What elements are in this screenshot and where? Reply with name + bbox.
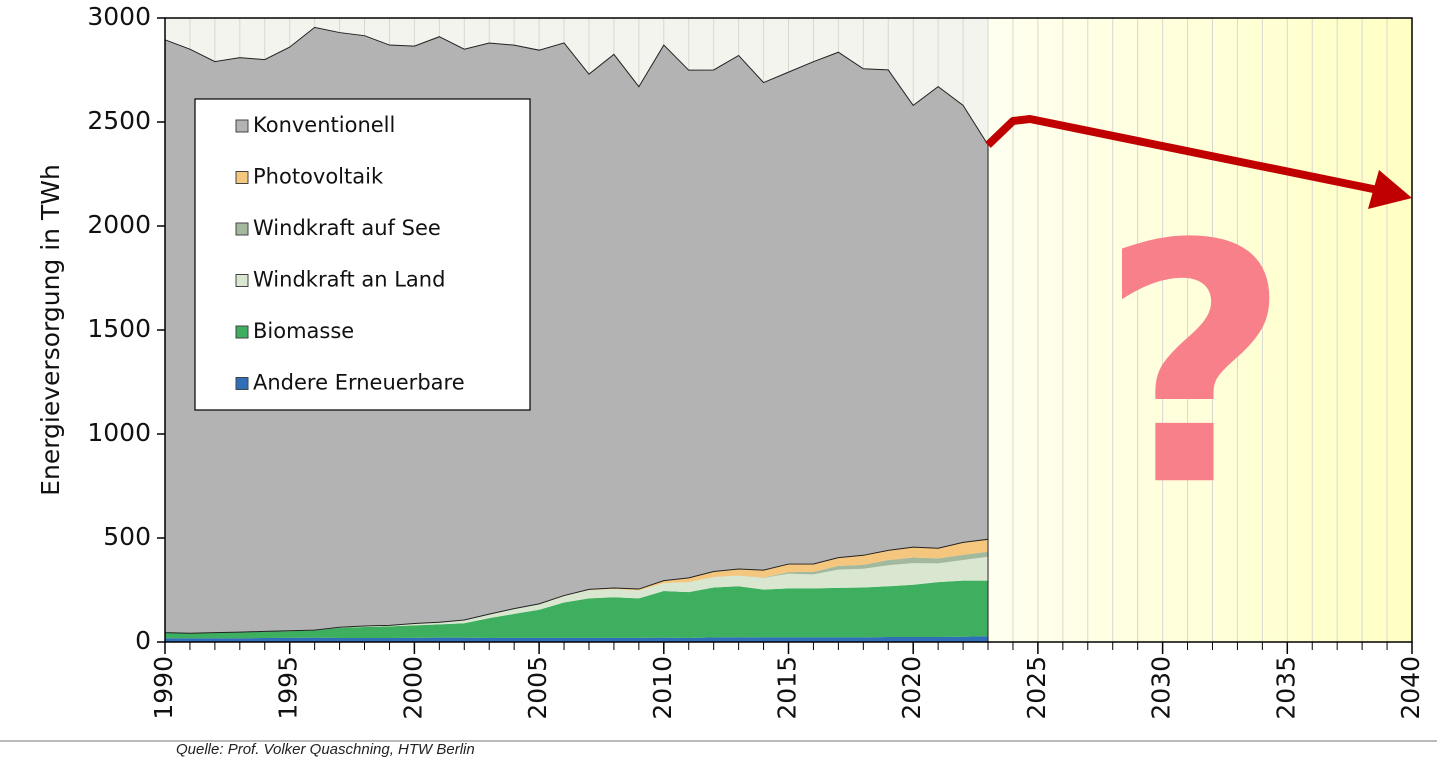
legend-label: Konventionell	[253, 113, 395, 137]
x-tick-label: 2030	[1147, 656, 1176, 720]
area	[165, 580, 989, 639]
x-tick-label: 2010	[648, 656, 677, 720]
legend-label: Andere Erneuerbare	[253, 371, 465, 395]
legend-label: Windkraft auf See	[253, 216, 441, 240]
y-tick-label: 1500	[87, 314, 151, 343]
arrow-head	[1368, 170, 1412, 209]
legend-label: Photovoltaik	[253, 165, 384, 189]
area	[165, 636, 989, 642]
x-tick-label: 2000	[398, 656, 427, 720]
area	[165, 539, 989, 634]
x-tick-label: 2015	[773, 656, 802, 720]
legend-label: Windkraft an Land	[253, 268, 445, 292]
x-tick-label: 2005	[523, 656, 552, 720]
legend-box	[194, 98, 531, 411]
y-tick-label: 1000	[87, 418, 151, 447]
x-tick-label: 2020	[897, 656, 926, 720]
annotation: ?	[1099, 174, 1290, 558]
x-tick-label: 2040	[1396, 656, 1425, 720]
y-tick-label: 2000	[87, 210, 151, 239]
y-tick-label: 3000	[87, 2, 151, 31]
y-tick-label: 2500	[87, 106, 151, 135]
trend-arrow	[985, 115, 1379, 194]
legend-swatch	[235, 171, 249, 184]
x-tick-label: 1995	[274, 656, 303, 720]
x-tick-label: 2035	[1271, 656, 1300, 720]
y-tick-label: 500	[103, 522, 151, 551]
legend-label: Biomasse	[253, 319, 354, 343]
legend-swatch	[235, 325, 249, 339]
area	[165, 556, 989, 634]
legend-swatch	[235, 222, 249, 236]
y-tick-label: 0	[135, 626, 151, 655]
y-axis-label: Energieversorgung in TWh	[36, 164, 65, 496]
area	[165, 551, 989, 634]
x-tick-label: 1990	[149, 656, 178, 720]
legend-swatch	[235, 274, 249, 287]
legend-swatch	[235, 377, 249, 390]
x-tick-label: 2025	[1022, 656, 1051, 720]
source: Quelle: Prof. Volker Quaschning, HTW Ber…	[176, 741, 475, 758]
legend-swatch	[235, 119, 249, 133]
